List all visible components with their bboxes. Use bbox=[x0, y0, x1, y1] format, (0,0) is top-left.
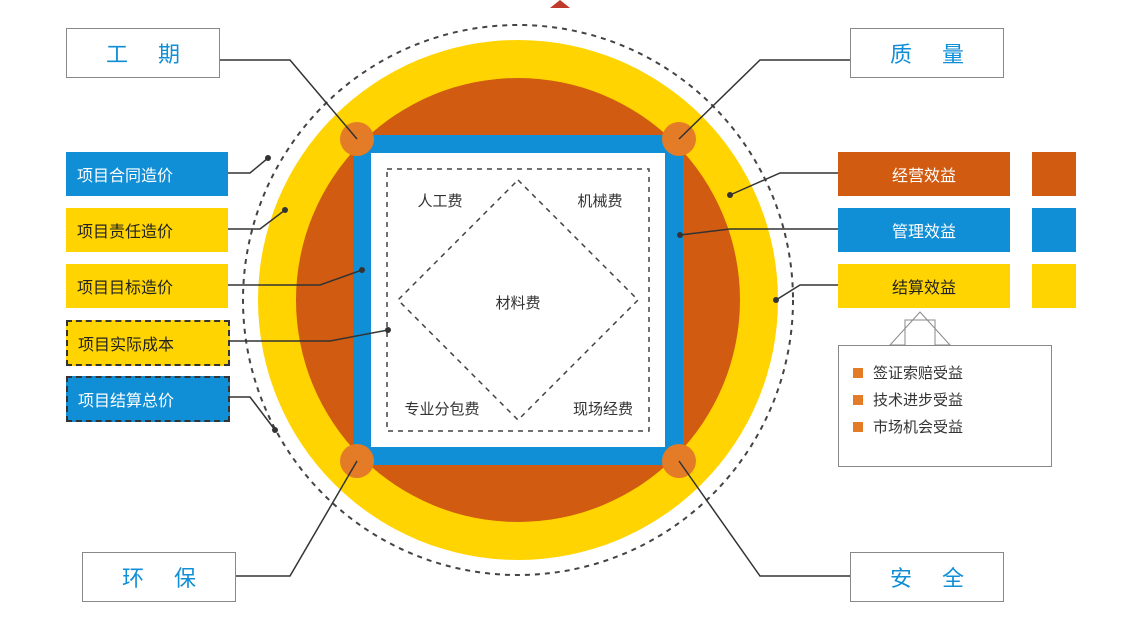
list-item: 市场机会受益 bbox=[853, 416, 1037, 437]
benefit-list-box: 签证索赔受益 技术进步受益 市场机会受益 bbox=[838, 345, 1052, 467]
right-box-settlement-benefit: 结算效益 bbox=[838, 264, 1010, 308]
diagram-canvas: 工 期 质 量 环 保 安 全 项目合同造价 项目责任造价 项目目标造价 项目实… bbox=[0, 0, 1121, 625]
list-item-label: 市场机会受益 bbox=[873, 416, 963, 437]
corner-label: 工 期 bbox=[106, 37, 192, 69]
left-box-actual-cost: 项目实际成本 bbox=[66, 320, 230, 366]
left-box-label: 项目责任造价 bbox=[77, 218, 173, 242]
right-box-label: 管理效益 bbox=[892, 218, 956, 242]
right-box-management-benefit: 管理效益 bbox=[838, 208, 1010, 252]
corner-box-duration: 工 期 bbox=[66, 28, 220, 78]
center-label-site-expense: 现场经费 bbox=[558, 398, 648, 419]
left-box-contract-price: 项目合同造价 bbox=[66, 152, 228, 196]
corner-box-safety: 安 全 bbox=[850, 552, 1004, 602]
bullet-icon bbox=[853, 368, 863, 378]
center-label-subcontract: 专业分包费 bbox=[392, 398, 492, 419]
diagram-svg bbox=[0, 0, 1121, 625]
left-box-label: 项目目标造价 bbox=[77, 274, 173, 298]
right-box-operating-benefit: 经营效益 bbox=[838, 152, 1010, 196]
left-box-label: 项目实际成本 bbox=[78, 331, 174, 355]
list-item-label: 技术进步受益 bbox=[873, 389, 963, 410]
list-item: 技术进步受益 bbox=[853, 389, 1037, 410]
left-box-label: 项目结算总价 bbox=[78, 387, 174, 411]
swatch-blue bbox=[1032, 208, 1076, 252]
bullet-icon bbox=[853, 422, 863, 432]
list-item-label: 签证索赔受益 bbox=[873, 362, 963, 383]
bullet-icon bbox=[853, 395, 863, 405]
right-box-label: 经营效益 bbox=[892, 162, 956, 186]
center-label-labor: 人工费 bbox=[400, 190, 480, 211]
left-box-target-price: 项目目标造价 bbox=[66, 264, 228, 308]
center-label-material: 材料费 bbox=[478, 292, 558, 313]
left-box-label: 项目合同造价 bbox=[77, 162, 173, 186]
center-label-machine: 机械费 bbox=[560, 190, 640, 211]
corner-label: 环 保 bbox=[122, 561, 208, 593]
swatch-yellow bbox=[1032, 264, 1076, 308]
left-box-responsibility-price: 项目责任造价 bbox=[66, 208, 228, 252]
left-box-settlement-total: 项目结算总价 bbox=[66, 376, 230, 422]
corner-label: 质 量 bbox=[890, 37, 976, 69]
corner-box-environment: 环 保 bbox=[82, 552, 236, 602]
swatch-orange bbox=[1032, 152, 1076, 196]
right-box-label: 结算效益 bbox=[892, 274, 956, 298]
corner-label: 安 全 bbox=[890, 561, 976, 593]
corner-box-quality: 质 量 bbox=[850, 28, 1004, 78]
list-item: 签证索赔受益 bbox=[853, 362, 1037, 383]
